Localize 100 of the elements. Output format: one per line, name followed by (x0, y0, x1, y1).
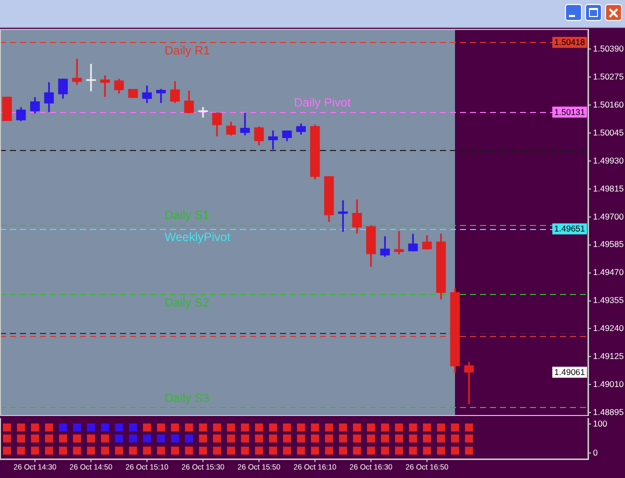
y-tick-label: 0 (593, 447, 598, 458)
point (170, 446, 180, 455)
annotation: 1.50418 (554, 37, 586, 48)
point (128, 434, 138, 443)
point (324, 434, 334, 443)
point (2, 424, 12, 432)
point (114, 446, 124, 455)
point (114, 434, 124, 443)
annotation: 1.49061 (554, 367, 586, 378)
point (86, 434, 96, 443)
y-tick-label: 1.49470 (593, 267, 624, 278)
point (450, 434, 460, 443)
point (296, 446, 306, 455)
point (142, 446, 152, 455)
point (72, 446, 82, 455)
point (408, 434, 418, 443)
candlestick (240, 112, 250, 136)
point (30, 424, 40, 432)
point (436, 434, 446, 443)
point (268, 424, 278, 432)
point (254, 446, 264, 455)
y-tick-label: 1.50160 (593, 99, 624, 110)
point (198, 424, 208, 432)
point (44, 424, 54, 432)
point (380, 446, 390, 455)
point (310, 446, 320, 455)
point (338, 434, 348, 443)
y-tick-label: 1.49355 (593, 295, 624, 306)
point (366, 424, 376, 432)
point (30, 434, 40, 443)
point (408, 446, 418, 455)
point (240, 424, 250, 432)
point (366, 434, 376, 443)
point (310, 424, 320, 432)
y-tick-label: 1.49930 (593, 155, 624, 166)
ref-line-label: Daily S1 (164, 208, 210, 222)
y-tick-label: 1.49700 (593, 211, 624, 222)
point (394, 446, 404, 455)
candlestick (156, 88, 166, 104)
candlestick (100, 75, 110, 97)
y-tick-label: 1.50390 (593, 44, 624, 54)
point (30, 446, 40, 455)
point (352, 446, 362, 455)
point (58, 446, 68, 455)
point (464, 424, 474, 432)
point (212, 446, 222, 455)
point (212, 434, 222, 443)
point (296, 424, 306, 432)
point (394, 424, 404, 432)
point (240, 434, 250, 443)
point (450, 446, 460, 455)
ref-line-label: Daily Pivot (294, 95, 352, 110)
point (394, 434, 404, 443)
point (170, 434, 180, 443)
ref-line-label: Daily S2 (164, 296, 210, 310)
point (86, 424, 96, 432)
point (58, 434, 68, 443)
point (254, 424, 264, 432)
point (16, 424, 26, 432)
point (436, 446, 446, 455)
point (156, 424, 166, 432)
point (296, 434, 306, 443)
point (198, 446, 208, 455)
point (282, 434, 292, 443)
point (16, 446, 26, 455)
point (310, 434, 320, 443)
y-tick-label: 1.49125 (593, 351, 624, 362)
point (324, 424, 334, 432)
point (184, 434, 194, 443)
point (282, 446, 292, 455)
point (366, 446, 376, 455)
point (198, 434, 208, 443)
point (170, 424, 180, 432)
annotation: 1.50131 (554, 106, 586, 117)
point (268, 434, 278, 443)
candlestick (464, 362, 474, 404)
y-tick-label: 1.50045 (593, 127, 624, 138)
point (338, 446, 348, 455)
y-tick-label: 1.49010 (593, 378, 624, 389)
point (2, 446, 12, 455)
point (380, 424, 390, 432)
y-tick-label: 1.49240 (593, 323, 624, 334)
point (128, 446, 138, 455)
y-tick-label: 1.48895 (593, 406, 624, 417)
point (100, 424, 110, 432)
y-tick-label: 100 (593, 418, 608, 428)
point (72, 424, 82, 432)
point (72, 434, 82, 443)
point (226, 424, 236, 432)
point (156, 446, 166, 455)
point (324, 446, 334, 455)
point (282, 424, 292, 432)
y-tick-label: 1.50275 (593, 71, 624, 82)
point (226, 434, 236, 443)
y-tick-label: 1.49815 (593, 183, 624, 194)
point (86, 446, 96, 455)
ref-line-label: Daily R1 (164, 44, 210, 58)
point (44, 446, 54, 455)
candlestick (72, 58, 82, 85)
ref-line-label: Daily S3 (164, 390, 210, 405)
